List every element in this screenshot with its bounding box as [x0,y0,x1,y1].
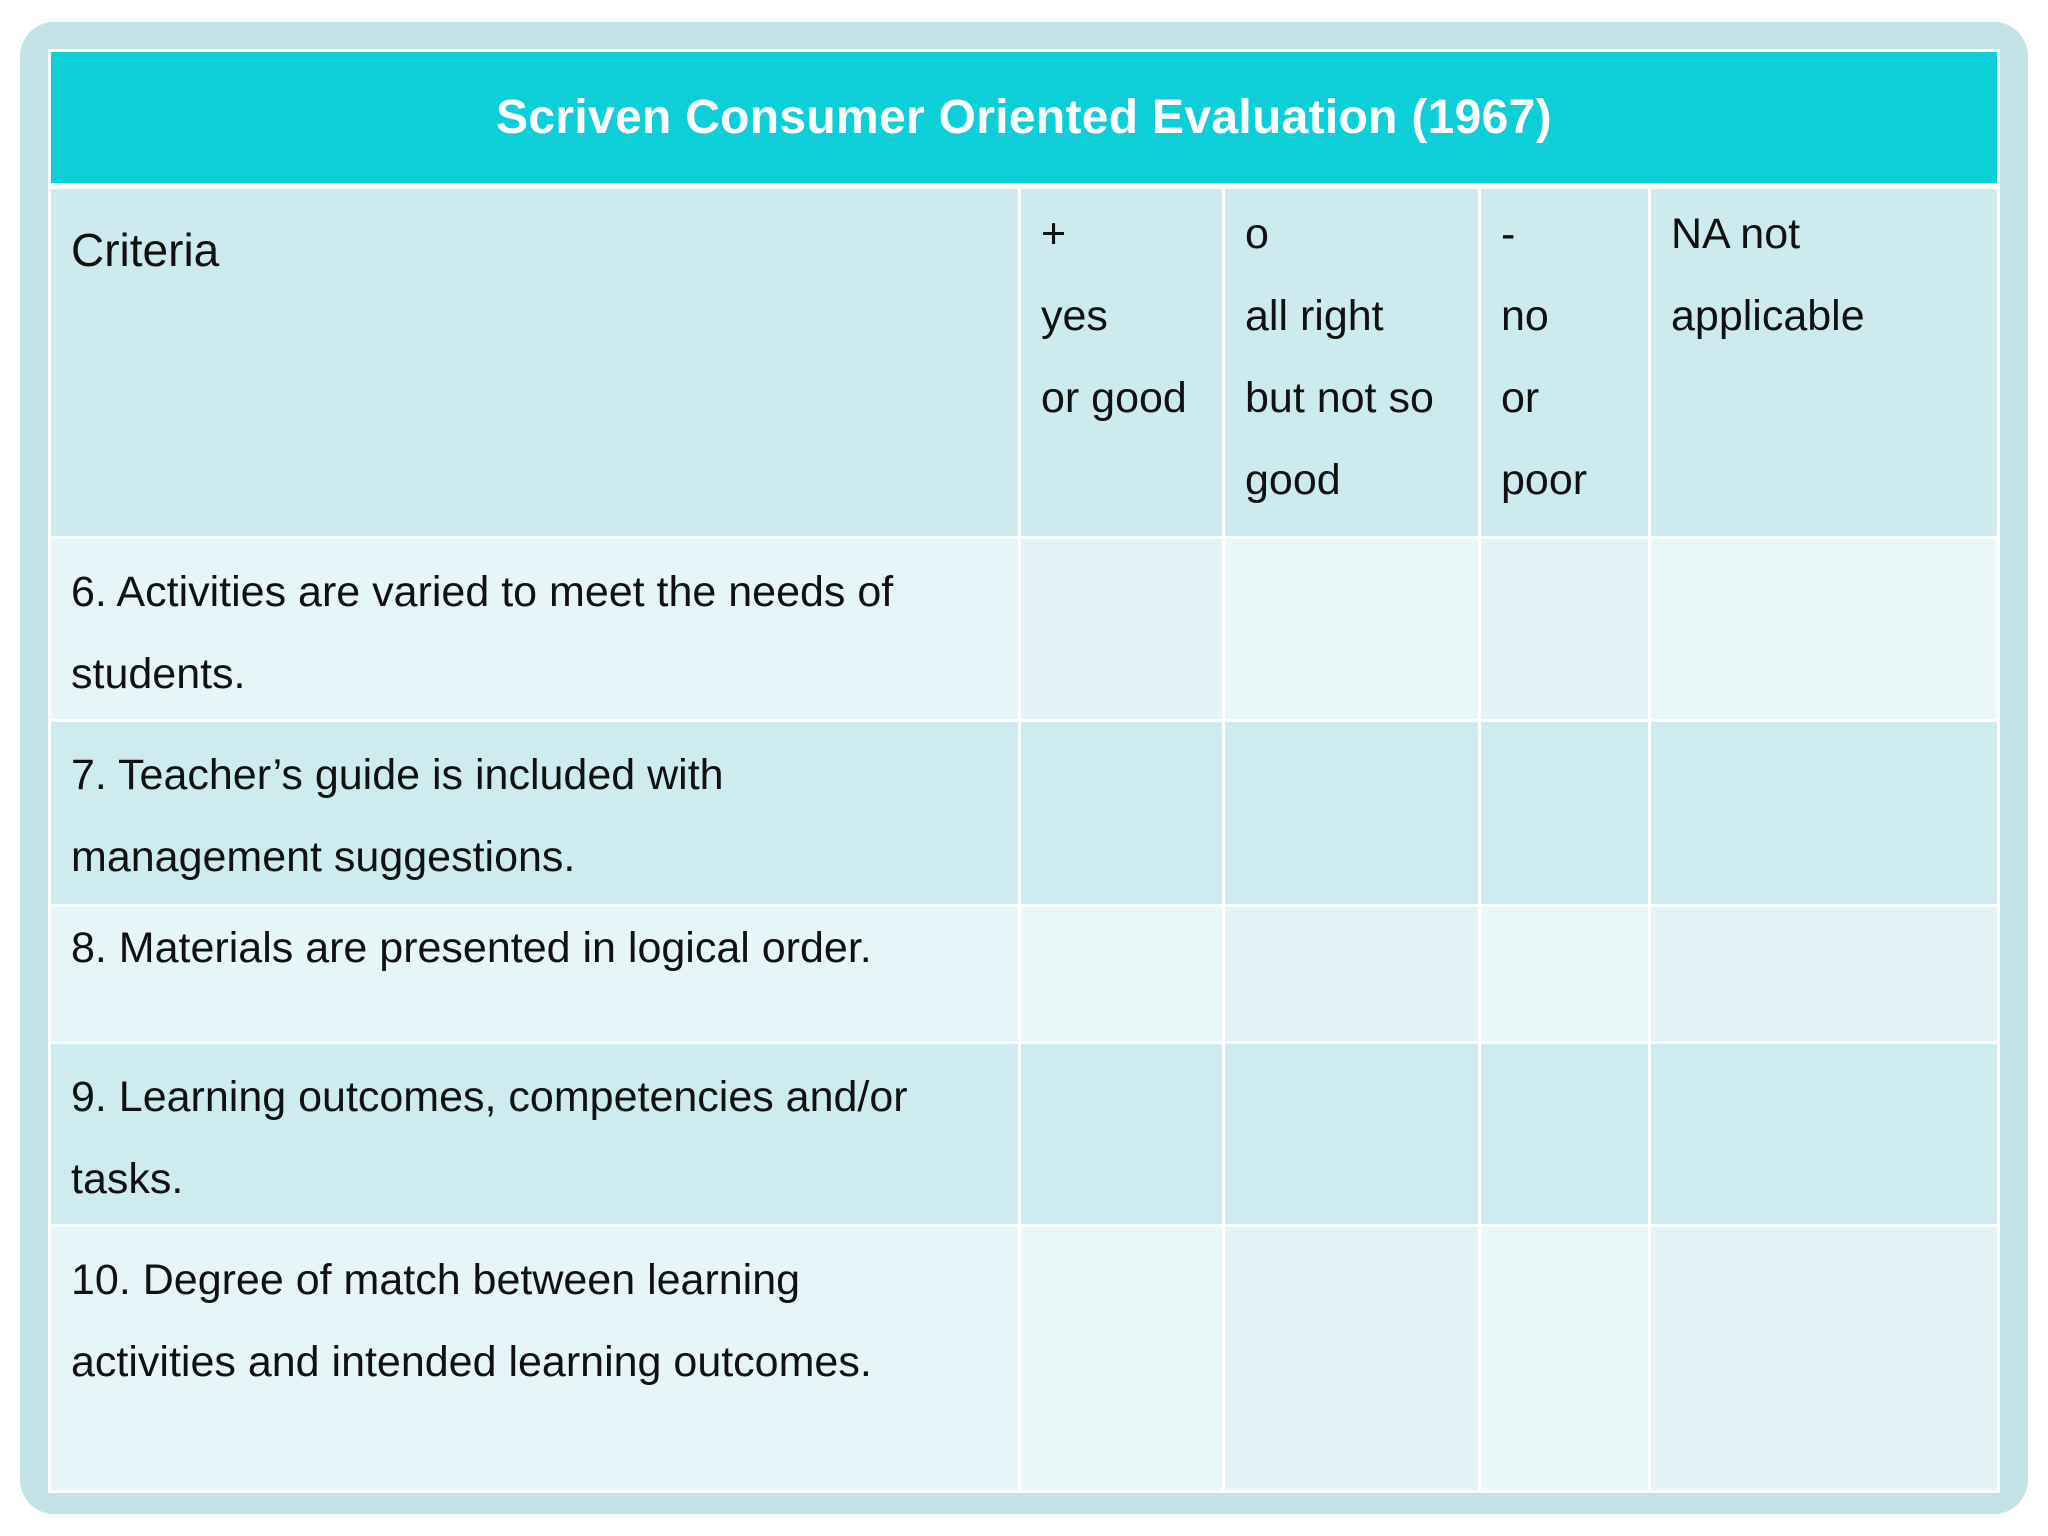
header-col-good-line: + [1041,210,1067,258]
header-col-all-right: o all right but not so good [1225,189,1481,539]
rating-cell[interactable] [1651,907,1997,1044]
criteria-cell-10: 10. Degree of match between learning act… [51,1227,1021,1490]
criteria-line: 9. Learning outcomes, competencies and/o… [71,1073,908,1121]
header-col-na-line: NA not [1671,210,1801,258]
header-col-all-right-line: good [1245,456,1341,504]
rating-cell[interactable] [1021,722,1225,907]
table-title: Scriven Consumer Oriented Evaluation (19… [51,52,1997,189]
header-col-good-line: or good [1041,374,1187,422]
rating-cell[interactable] [1481,1227,1651,1490]
criteria-cell-6: 6. Activities are varied to meet the nee… [51,539,1021,722]
rating-cell[interactable] [1481,722,1651,907]
criteria-line: activities and intended learning outcome… [71,1338,872,1386]
criteria-line: tasks. [71,1155,184,1203]
criteria-line: 10. Degree of match between learning [71,1256,801,1304]
header-col-poor-line: - [1501,210,1516,258]
header-col-all-right-line: but not so [1245,374,1434,422]
rating-cell[interactable] [1225,539,1481,722]
evaluation-table: Scriven Consumer Oriented Evaluation (19… [48,49,2000,1493]
rating-cell[interactable] [1021,539,1225,722]
rating-cell[interactable] [1651,539,1997,722]
criteria-cell-8: 8. Materials are presented in logical or… [51,907,1021,1044]
criteria-cell-7: 7. Teacher’s guide is included with mana… [51,722,1021,907]
header-col-na-line: applicable [1671,292,1865,340]
criteria-line: 7. Teacher’s guide is included with [71,751,724,799]
header-col-poor-line: poor [1501,456,1588,504]
criteria-line: management suggestions. [71,833,576,881]
rating-cell[interactable] [1481,1044,1651,1227]
header-col-all-right-line: o [1245,210,1269,258]
header-criteria: Criteria [51,189,1021,539]
criteria-line: 6. Activities are varied to meet the nee… [71,568,894,616]
rating-cell[interactable] [1225,722,1481,907]
rating-cell[interactable] [1021,1227,1225,1490]
criteria-line: students. [71,650,246,698]
header-col-na: NA not applicable [1651,189,1997,539]
rating-cell[interactable] [1225,1227,1481,1490]
rating-cell[interactable] [1481,539,1651,722]
rating-cell[interactable] [1481,907,1651,1044]
header-col-good-line: yes [1041,292,1108,340]
criteria-line: 8. Materials are presented in logical or… [71,924,872,972]
header-col-poor: - no or poor [1481,189,1651,539]
rating-cell[interactable] [1651,1044,1997,1227]
rating-cell[interactable] [1651,722,1997,907]
header-col-good: + yes or good [1021,189,1225,539]
rating-cell[interactable] [1021,1044,1225,1227]
header-col-poor-line: no [1501,292,1549,340]
header-col-all-right-line: all right [1245,292,1384,340]
rating-cell[interactable] [1225,1044,1481,1227]
rating-cell[interactable] [1651,1227,1997,1490]
rating-cell[interactable] [1021,907,1225,1044]
slide-frame: Scriven Consumer Oriented Evaluation (19… [20,22,2028,1514]
criteria-cell-9: 9. Learning outcomes, competencies and/o… [51,1044,1021,1227]
header-col-poor-line: or [1501,374,1540,422]
rating-cell[interactable] [1225,907,1481,1044]
